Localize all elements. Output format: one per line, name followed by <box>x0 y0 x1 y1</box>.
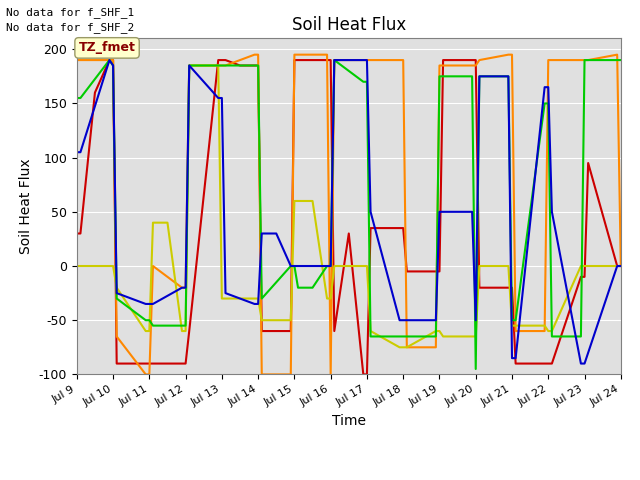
Title: Soil Heat Flux: Soil Heat Flux <box>292 16 406 34</box>
Text: No data for f_SHF_2: No data for f_SHF_2 <box>6 22 134 33</box>
Text: No data for f_SHF_1: No data for f_SHF_1 <box>6 7 134 18</box>
Text: TZ_fmet: TZ_fmet <box>79 41 136 54</box>
X-axis label: Time: Time <box>332 414 366 428</box>
Y-axis label: Soil Heat Flux: Soil Heat Flux <box>19 158 33 254</box>
